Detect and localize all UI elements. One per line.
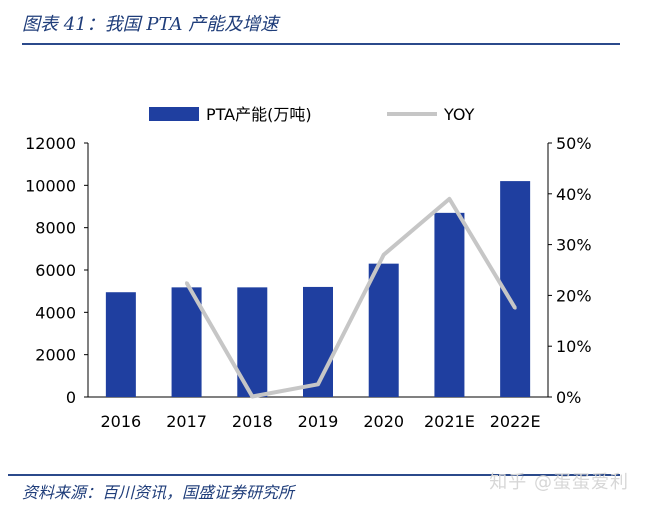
left-tick-label: 0 (66, 388, 76, 407)
figure-title: 图表 41：我国 PTA 产能及增速 (22, 14, 279, 35)
right-tick-label: 50% (556, 134, 592, 153)
yoy-point-2021E (447, 197, 451, 201)
bar-2019 (303, 286, 333, 397)
yoy-point-2022E (513, 306, 517, 310)
left-tick-label: 4000 (35, 303, 76, 322)
right-tick-label: 0% (556, 388, 581, 407)
yoy-point-2019 (316, 382, 320, 386)
x-tick-label: 2020 (363, 412, 404, 431)
bar-2021E (434, 212, 465, 397)
right-tick-label: 40% (556, 185, 592, 204)
yoy-point-2018 (250, 394, 254, 398)
chart-canvas: 0 2000 4000 6000 8000 10000 12000 0% 10% 20% 30% 40… (25, 105, 591, 431)
x-tick-label: 2021E (424, 412, 475, 431)
right-tick-label: 10% (556, 337, 592, 356)
legend-bar-label: PTA产能(万吨) (206, 105, 312, 124)
left-tick-label: 10000 (25, 176, 76, 195)
bar-series (105, 181, 531, 397)
left-tick-label: 6000 (35, 261, 76, 280)
yoy-series (184, 196, 517, 399)
bar-2020 (368, 263, 399, 397)
source-rule (8, 474, 620, 476)
x-tick-label: 2022E (490, 412, 541, 431)
watermark: 知乎 @蛋蛋爱利 (489, 472, 629, 493)
yoy-point-2020 (382, 253, 386, 257)
yoy-line (184, 196, 517, 399)
left-tick-label: 12000 (25, 134, 76, 153)
bar-2016 (105, 292, 136, 397)
chart-legend: PTA产能(万吨) YOY (149, 105, 475, 124)
x-tick-label: 2018 (232, 412, 273, 431)
left-tick-label: 2000 (35, 346, 76, 365)
left-tick-label: 8000 (35, 219, 76, 238)
x-tick-label: 2019 (298, 412, 339, 431)
yoy-point-2017 (185, 281, 189, 285)
legend-line-label: YOY (443, 105, 475, 124)
legend-bar-swatch (149, 107, 199, 121)
tick-labels: 0 2000 4000 6000 8000 10000 12000 0% 10% 20% 30% 40… (25, 134, 591, 431)
right-tick-label: 30% (556, 236, 592, 255)
title-rule (22, 43, 620, 45)
x-tick-label: 2016 (100, 412, 141, 431)
bar-2017 (171, 287, 202, 397)
right-tick-label: 20% (556, 286, 592, 305)
source-note: 资料来源：百川资讯，国盛证券研究所 (22, 483, 295, 502)
x-tick-label: 2017 (166, 412, 207, 431)
